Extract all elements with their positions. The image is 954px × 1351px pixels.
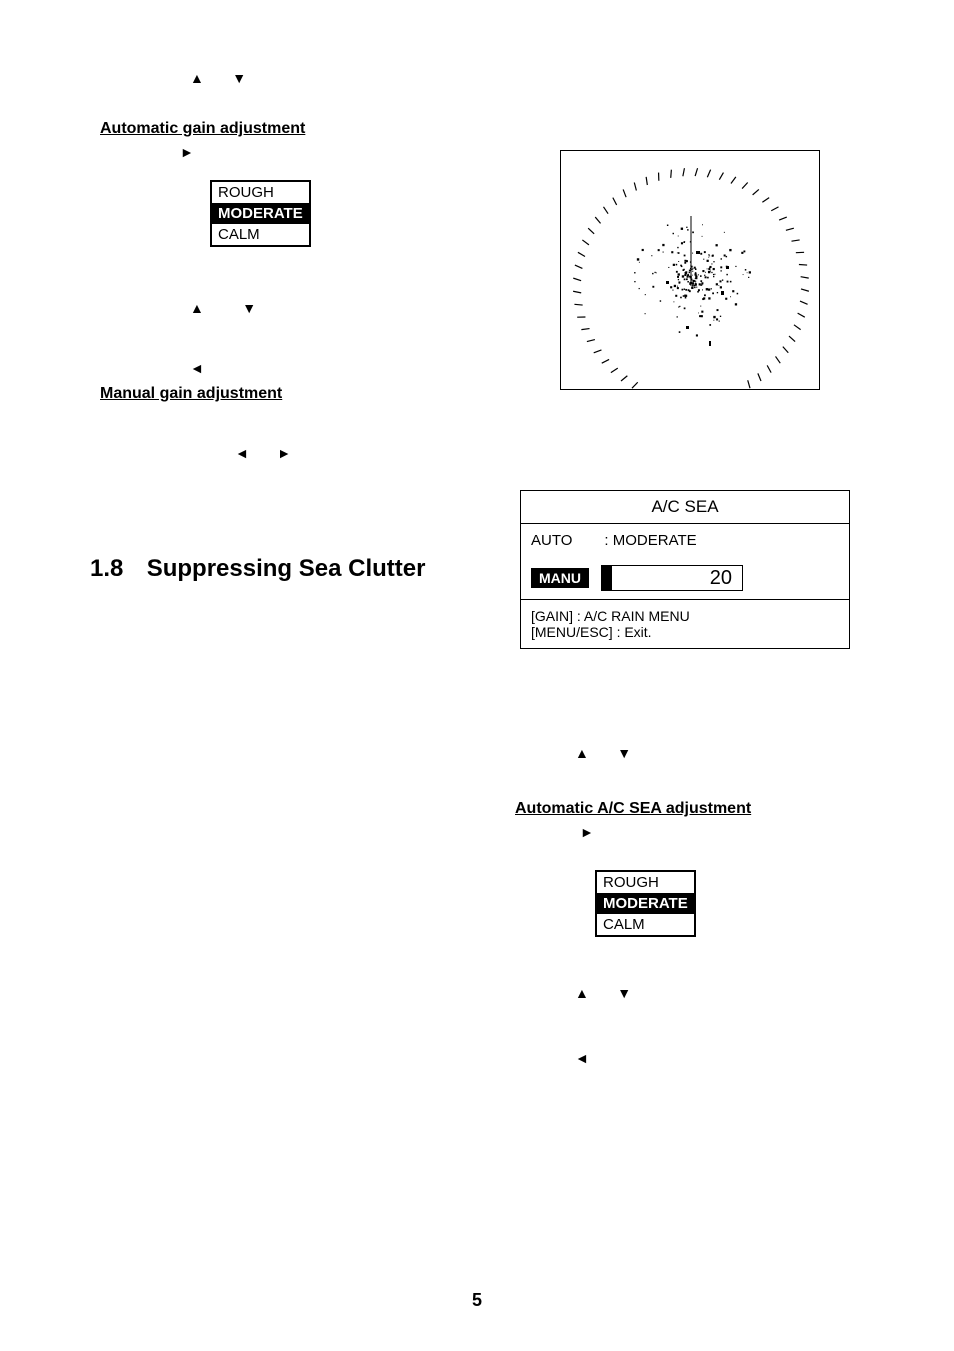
auto-label: AUTO	[531, 532, 572, 549]
menu-manu-row[interactable]: MANU 20	[521, 557, 849, 599]
arrow-pair: ◄ ►	[235, 445, 480, 462]
up-icon: ▲	[190, 71, 204, 85]
down-icon: ▼	[242, 301, 256, 315]
down-icon: ▼	[617, 746, 631, 760]
arrow-pair: ▲ ▼	[575, 745, 880, 762]
down-icon: ▼	[617, 986, 631, 1000]
option-moderate-selected[interactable]: MODERATE	[212, 203, 309, 224]
arrow-pair: ▲ ▼	[190, 70, 480, 87]
radar-clutter-figure	[560, 150, 820, 390]
manu-label-selected: MANU	[531, 568, 589, 588]
acsea-auto-options[interactable]: ROUGH MODERATE CALM	[595, 870, 696, 937]
menu-auto-row[interactable]: AUTO : MODERATE	[521, 524, 849, 557]
section-number: 1.8	[90, 555, 123, 582]
option-calm[interactable]: CALM	[597, 914, 694, 935]
menu-foot-exit: [MENU/ESC] : Exit.	[531, 624, 839, 640]
slider-thumb[interactable]	[602, 566, 612, 590]
section-heading: 1.8 Suppressing Sea Clutter	[90, 555, 425, 583]
left-icon: ◄	[575, 1051, 589, 1065]
option-rough[interactable]: ROUGH	[212, 182, 309, 203]
menu-foot-gain: [GAIN] : A/C RAIN MENU	[531, 608, 839, 624]
option-rough[interactable]: ROUGH	[597, 872, 694, 893]
left-icon: ◄	[235, 446, 249, 460]
down-icon: ▼	[232, 71, 246, 85]
auto-value: : MODERATE	[604, 532, 696, 549]
up-icon: ▲	[190, 301, 204, 315]
manu-value: 20	[612, 566, 742, 590]
ac-sea-menu: A/C SEA AUTO : MODERATE MANU 20 [GAIN] :…	[520, 490, 850, 649]
gain-auto-options[interactable]: ROUGH MODERATE CALM	[210, 180, 311, 247]
menu-title: A/C SEA	[521, 491, 849, 524]
left-icon: ◄	[190, 361, 204, 375]
right-icon: ►	[180, 145, 194, 159]
option-calm[interactable]: CALM	[212, 224, 309, 245]
up-icon: ▲	[575, 746, 589, 760]
option-moderate-selected[interactable]: MODERATE	[597, 893, 694, 914]
arrow-pair: ▲ ▼	[575, 985, 880, 1002]
heading-manual-gain: Manual gain adjustment	[100, 385, 480, 403]
heading-auto-acsea: Automatic A/C SEA adjustment	[515, 800, 895, 818]
page-number: 5	[0, 1290, 954, 1311]
right-icon: ►	[277, 446, 291, 460]
heading-auto-gain: Automatic gain adjustment	[100, 120, 480, 138]
right-icon: ►	[580, 825, 594, 839]
arrow-pair: ▲ ▼	[190, 300, 480, 317]
up-icon: ▲	[575, 986, 589, 1000]
section-title: Suppressing Sea Clutter	[147, 555, 426, 582]
manu-value-slider[interactable]: 20	[601, 565, 743, 591]
